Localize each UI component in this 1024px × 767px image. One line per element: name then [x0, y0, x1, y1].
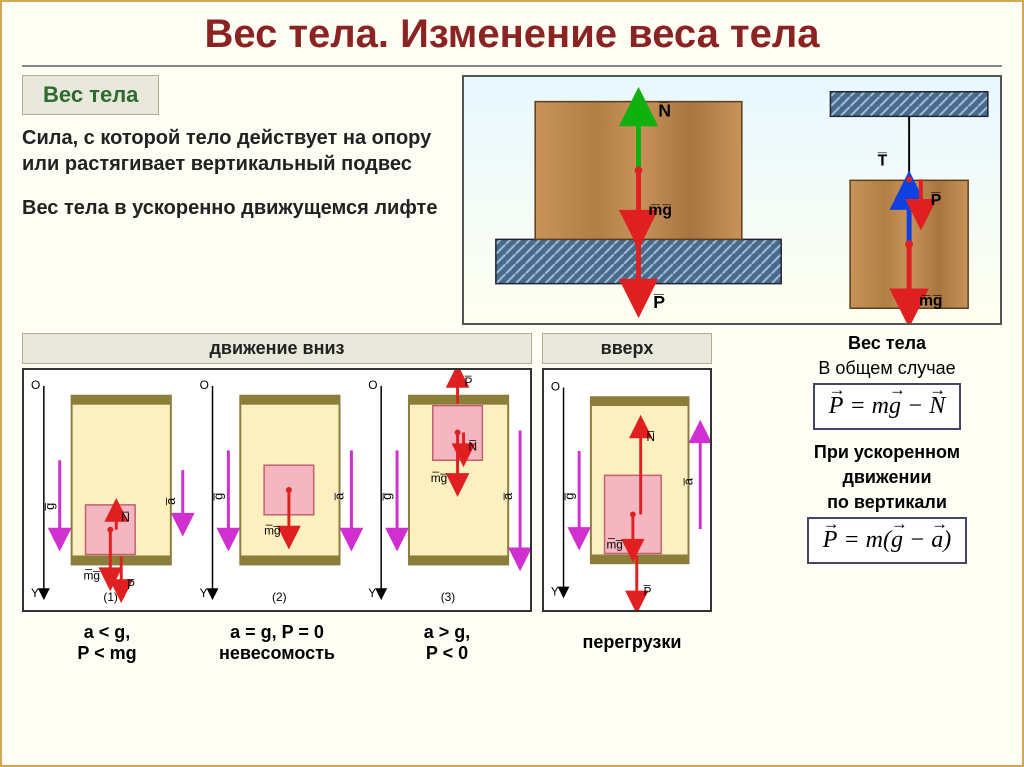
- direction-down-label: движение вниз: [22, 333, 532, 364]
- svg-text:P̅: P̅: [931, 191, 942, 209]
- svg-text:a̅: a̅: [500, 492, 515, 501]
- svg-text:(3): (3): [441, 590, 456, 604]
- svg-text:g̅: g̅: [562, 493, 576, 501]
- caption-2a: a = g, P = 0: [192, 622, 362, 643]
- formula-general: P = mg − N: [813, 383, 961, 430]
- svg-text:Y: Y: [551, 585, 559, 598]
- svg-text:Y: Y: [368, 586, 376, 600]
- caption-2b: невесомость: [192, 643, 362, 664]
- top-force-diagram: N̅ m̅g̅ P̅ T̅ P̅ m̅g̅: [462, 75, 1002, 325]
- caption-4: перегрузки: [542, 632, 722, 653]
- svg-text:m̅g̅: m̅g̅: [919, 292, 943, 309]
- svg-text:m̅g̅: m̅g̅: [84, 568, 101, 582]
- svg-text:O: O: [31, 378, 40, 392]
- svg-text:O: O: [551, 380, 560, 393]
- svg-text:a̅: a̅: [681, 477, 695, 486]
- caption-1b: P < mg: [22, 643, 192, 664]
- svg-text:g̅: g̅: [42, 503, 57, 511]
- svg-text:N̅: N̅: [468, 439, 477, 453]
- svg-text:(2): (2): [272, 590, 287, 604]
- svg-text:g̅: g̅: [210, 493, 225, 501]
- accel-title-2: движении: [772, 467, 1002, 488]
- svg-text:(1): (1): [103, 590, 118, 604]
- definition-text: Сила, с которой тело действует на опору …: [22, 125, 442, 177]
- svg-text:P̅: P̅: [643, 585, 651, 598]
- svg-text:O: O: [368, 378, 377, 392]
- general-title-2: В общем случае: [772, 358, 1002, 379]
- svg-text:N̅: N̅: [658, 100, 671, 120]
- accel-title-1: При ускоренном: [772, 442, 1002, 463]
- svg-text:m̅g̅: m̅g̅: [431, 471, 448, 485]
- caption-3a: a > g,: [362, 622, 532, 643]
- svg-text:m̅g̅: m̅g̅: [648, 202, 672, 219]
- formula-accel: P = m(g − a): [807, 517, 967, 564]
- svg-text:Y: Y: [200, 586, 208, 600]
- caption-3b: P < 0: [362, 643, 532, 664]
- svg-text:Y: Y: [31, 586, 39, 600]
- svg-text:P̅: P̅: [464, 375, 472, 389]
- section-label: Вес тела: [22, 75, 159, 115]
- panel-up: O Y g̅ a̅ N̅: [542, 368, 712, 612]
- general-title-1: Вес тела: [772, 333, 1002, 354]
- svg-text:g̅: g̅: [379, 493, 394, 501]
- svg-text:N̅: N̅: [647, 431, 655, 444]
- svg-text:P̅: P̅: [127, 578, 135, 592]
- svg-text:a̅: a̅: [331, 492, 346, 501]
- panels-down: O Y g̅ a̅ N̅: [22, 368, 532, 612]
- accel-title-3: по вертикали: [772, 492, 1002, 513]
- svg-text:a̅: a̅: [163, 497, 178, 506]
- direction-up-label: вверх: [542, 333, 712, 364]
- svg-text:m̅g̅: m̅g̅: [264, 524, 281, 538]
- svg-text:T̅: T̅: [877, 152, 887, 170]
- elevator-heading: Вес тела в ускоренно движущемся лифте: [22, 195, 442, 221]
- svg-text:m̅g̅: m̅g̅: [606, 539, 623, 552]
- page-title: Вес тела. Изменение веса тела: [22, 2, 1002, 67]
- caption-1a: a < g,: [22, 622, 192, 643]
- svg-text:P̅: P̅: [653, 292, 665, 312]
- svg-text:N̅: N̅: [121, 511, 130, 525]
- svg-text:O: O: [200, 378, 209, 392]
